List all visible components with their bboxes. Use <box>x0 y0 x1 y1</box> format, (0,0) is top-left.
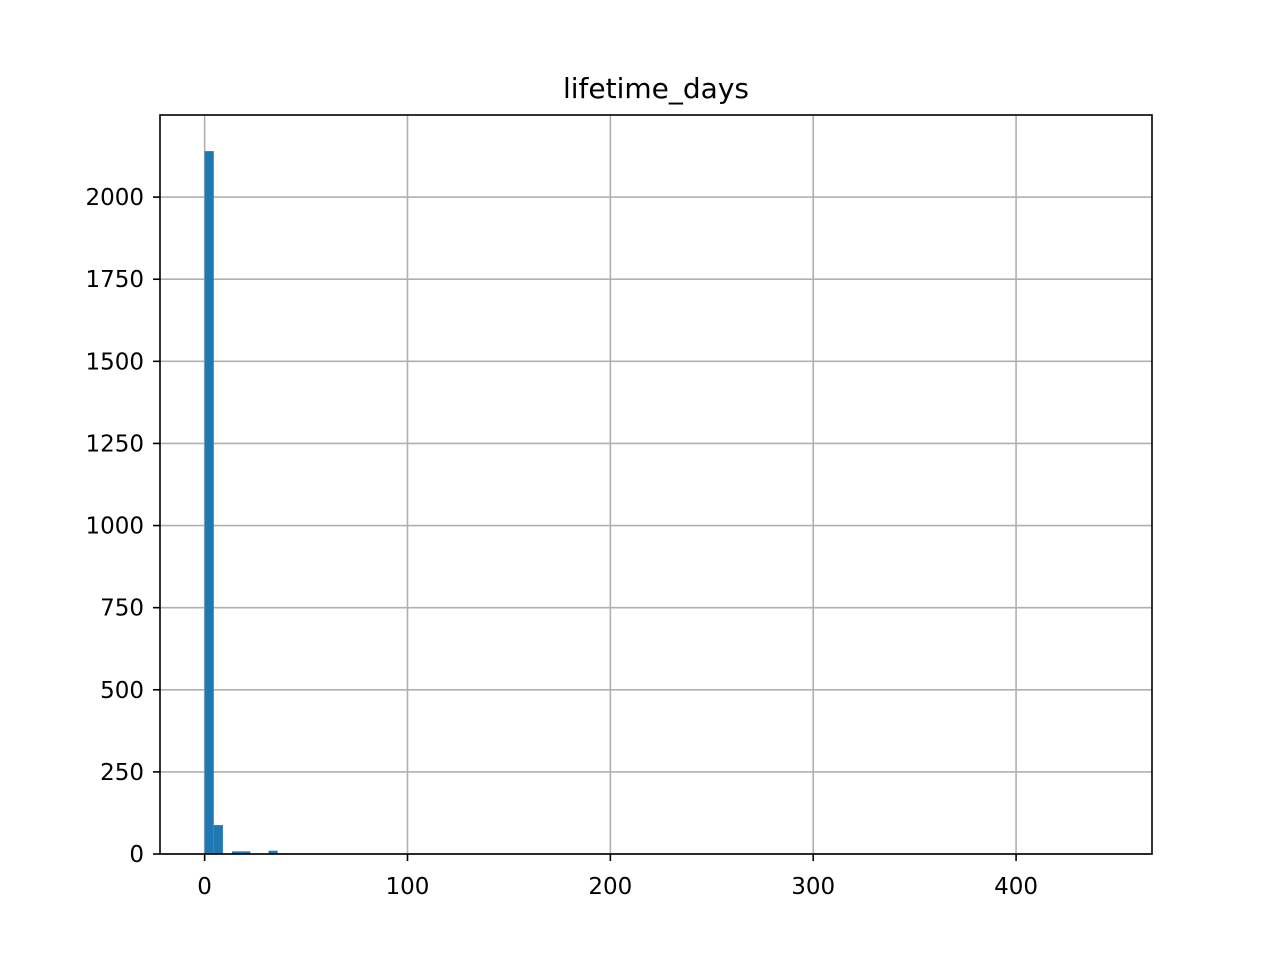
histogram-bar <box>204 151 214 854</box>
y-tick-label: 500 <box>100 678 144 704</box>
x-tick-label: 400 <box>994 874 1038 900</box>
y-tick-label: 1750 <box>85 267 144 293</box>
histogram-bar <box>241 851 251 854</box>
y-tick-label: 250 <box>100 760 144 786</box>
chart-title: lifetime_days <box>563 72 749 105</box>
x-tick-label: 200 <box>588 874 632 900</box>
histogram-bar <box>232 851 242 854</box>
y-tick-label: 1000 <box>85 514 144 540</box>
x-tick-label: 100 <box>386 874 430 900</box>
histogram-bar <box>213 825 223 854</box>
y-tick-label: 750 <box>100 596 144 622</box>
histogram-bar <box>268 850 278 854</box>
y-tick-label: 1250 <box>85 431 144 457</box>
x-tick-label: 300 <box>791 874 835 900</box>
y-tick-label: 1500 <box>85 349 144 375</box>
x-tick-label: 0 <box>197 874 212 900</box>
plot-area-frame <box>159 114 1153 855</box>
y-tick-label: 2000 <box>85 185 144 211</box>
axis-ticks: 0 100 200 300 400 0 250 500 750 1000 1250 1500 1750 2… <box>85 185 1038 900</box>
y-tick-label: 0 <box>129 842 144 868</box>
